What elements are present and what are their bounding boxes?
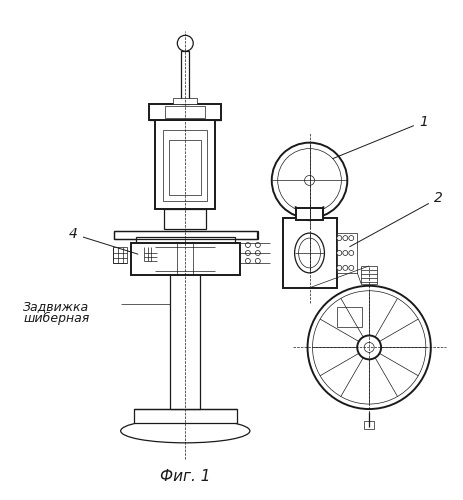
Circle shape bbox=[343, 250, 348, 256]
Circle shape bbox=[337, 236, 342, 240]
Circle shape bbox=[349, 236, 354, 240]
Text: шиберная: шиберная bbox=[23, 312, 89, 324]
Bar bbox=[157, 243, 173, 253]
Bar bbox=[338, 233, 357, 273]
Circle shape bbox=[256, 242, 260, 248]
Circle shape bbox=[245, 250, 250, 256]
Bar bbox=[217, 243, 233, 253]
Bar bbox=[173, 98, 197, 104]
Circle shape bbox=[343, 236, 348, 240]
Text: Задвижка: Задвижка bbox=[23, 300, 89, 312]
Text: 2: 2 bbox=[350, 192, 443, 246]
Circle shape bbox=[313, 291, 426, 404]
Bar bbox=[338, 306, 362, 326]
Circle shape bbox=[305, 176, 314, 186]
Bar bbox=[134, 409, 237, 423]
Circle shape bbox=[357, 336, 381, 359]
Circle shape bbox=[256, 258, 260, 264]
Circle shape bbox=[349, 266, 354, 270]
Circle shape bbox=[343, 266, 348, 270]
Circle shape bbox=[337, 250, 342, 256]
Bar bbox=[170, 265, 200, 409]
Circle shape bbox=[272, 142, 347, 218]
Circle shape bbox=[245, 242, 250, 248]
Circle shape bbox=[256, 250, 260, 256]
Bar bbox=[163, 130, 207, 202]
Bar bbox=[169, 140, 201, 196]
Circle shape bbox=[364, 342, 374, 352]
Ellipse shape bbox=[121, 419, 250, 443]
Circle shape bbox=[278, 148, 341, 212]
Bar bbox=[295, 208, 324, 220]
Circle shape bbox=[245, 258, 250, 264]
Bar bbox=[361, 266, 377, 284]
Circle shape bbox=[337, 266, 342, 270]
Bar bbox=[364, 421, 374, 429]
Text: 4: 4 bbox=[69, 227, 138, 254]
Bar bbox=[157, 243, 213, 265]
Bar bbox=[113, 247, 127, 263]
Circle shape bbox=[307, 286, 431, 409]
Circle shape bbox=[349, 250, 354, 256]
Bar bbox=[131, 243, 240, 275]
Text: Фиг. 1: Фиг. 1 bbox=[160, 469, 211, 484]
Bar bbox=[150, 104, 221, 120]
Bar bbox=[165, 106, 205, 118]
Bar bbox=[114, 231, 258, 239]
Bar bbox=[138, 243, 153, 253]
Bar bbox=[136, 237, 235, 245]
Text: 1: 1 bbox=[333, 114, 428, 158]
Bar bbox=[156, 120, 215, 209]
Circle shape bbox=[177, 36, 193, 51]
Ellipse shape bbox=[299, 238, 320, 268]
Bar bbox=[181, 51, 189, 104]
Ellipse shape bbox=[294, 233, 325, 273]
Bar bbox=[144, 247, 157, 261]
Bar bbox=[197, 243, 213, 253]
Bar bbox=[177, 243, 193, 253]
Bar bbox=[164, 209, 206, 229]
Bar bbox=[283, 218, 338, 288]
